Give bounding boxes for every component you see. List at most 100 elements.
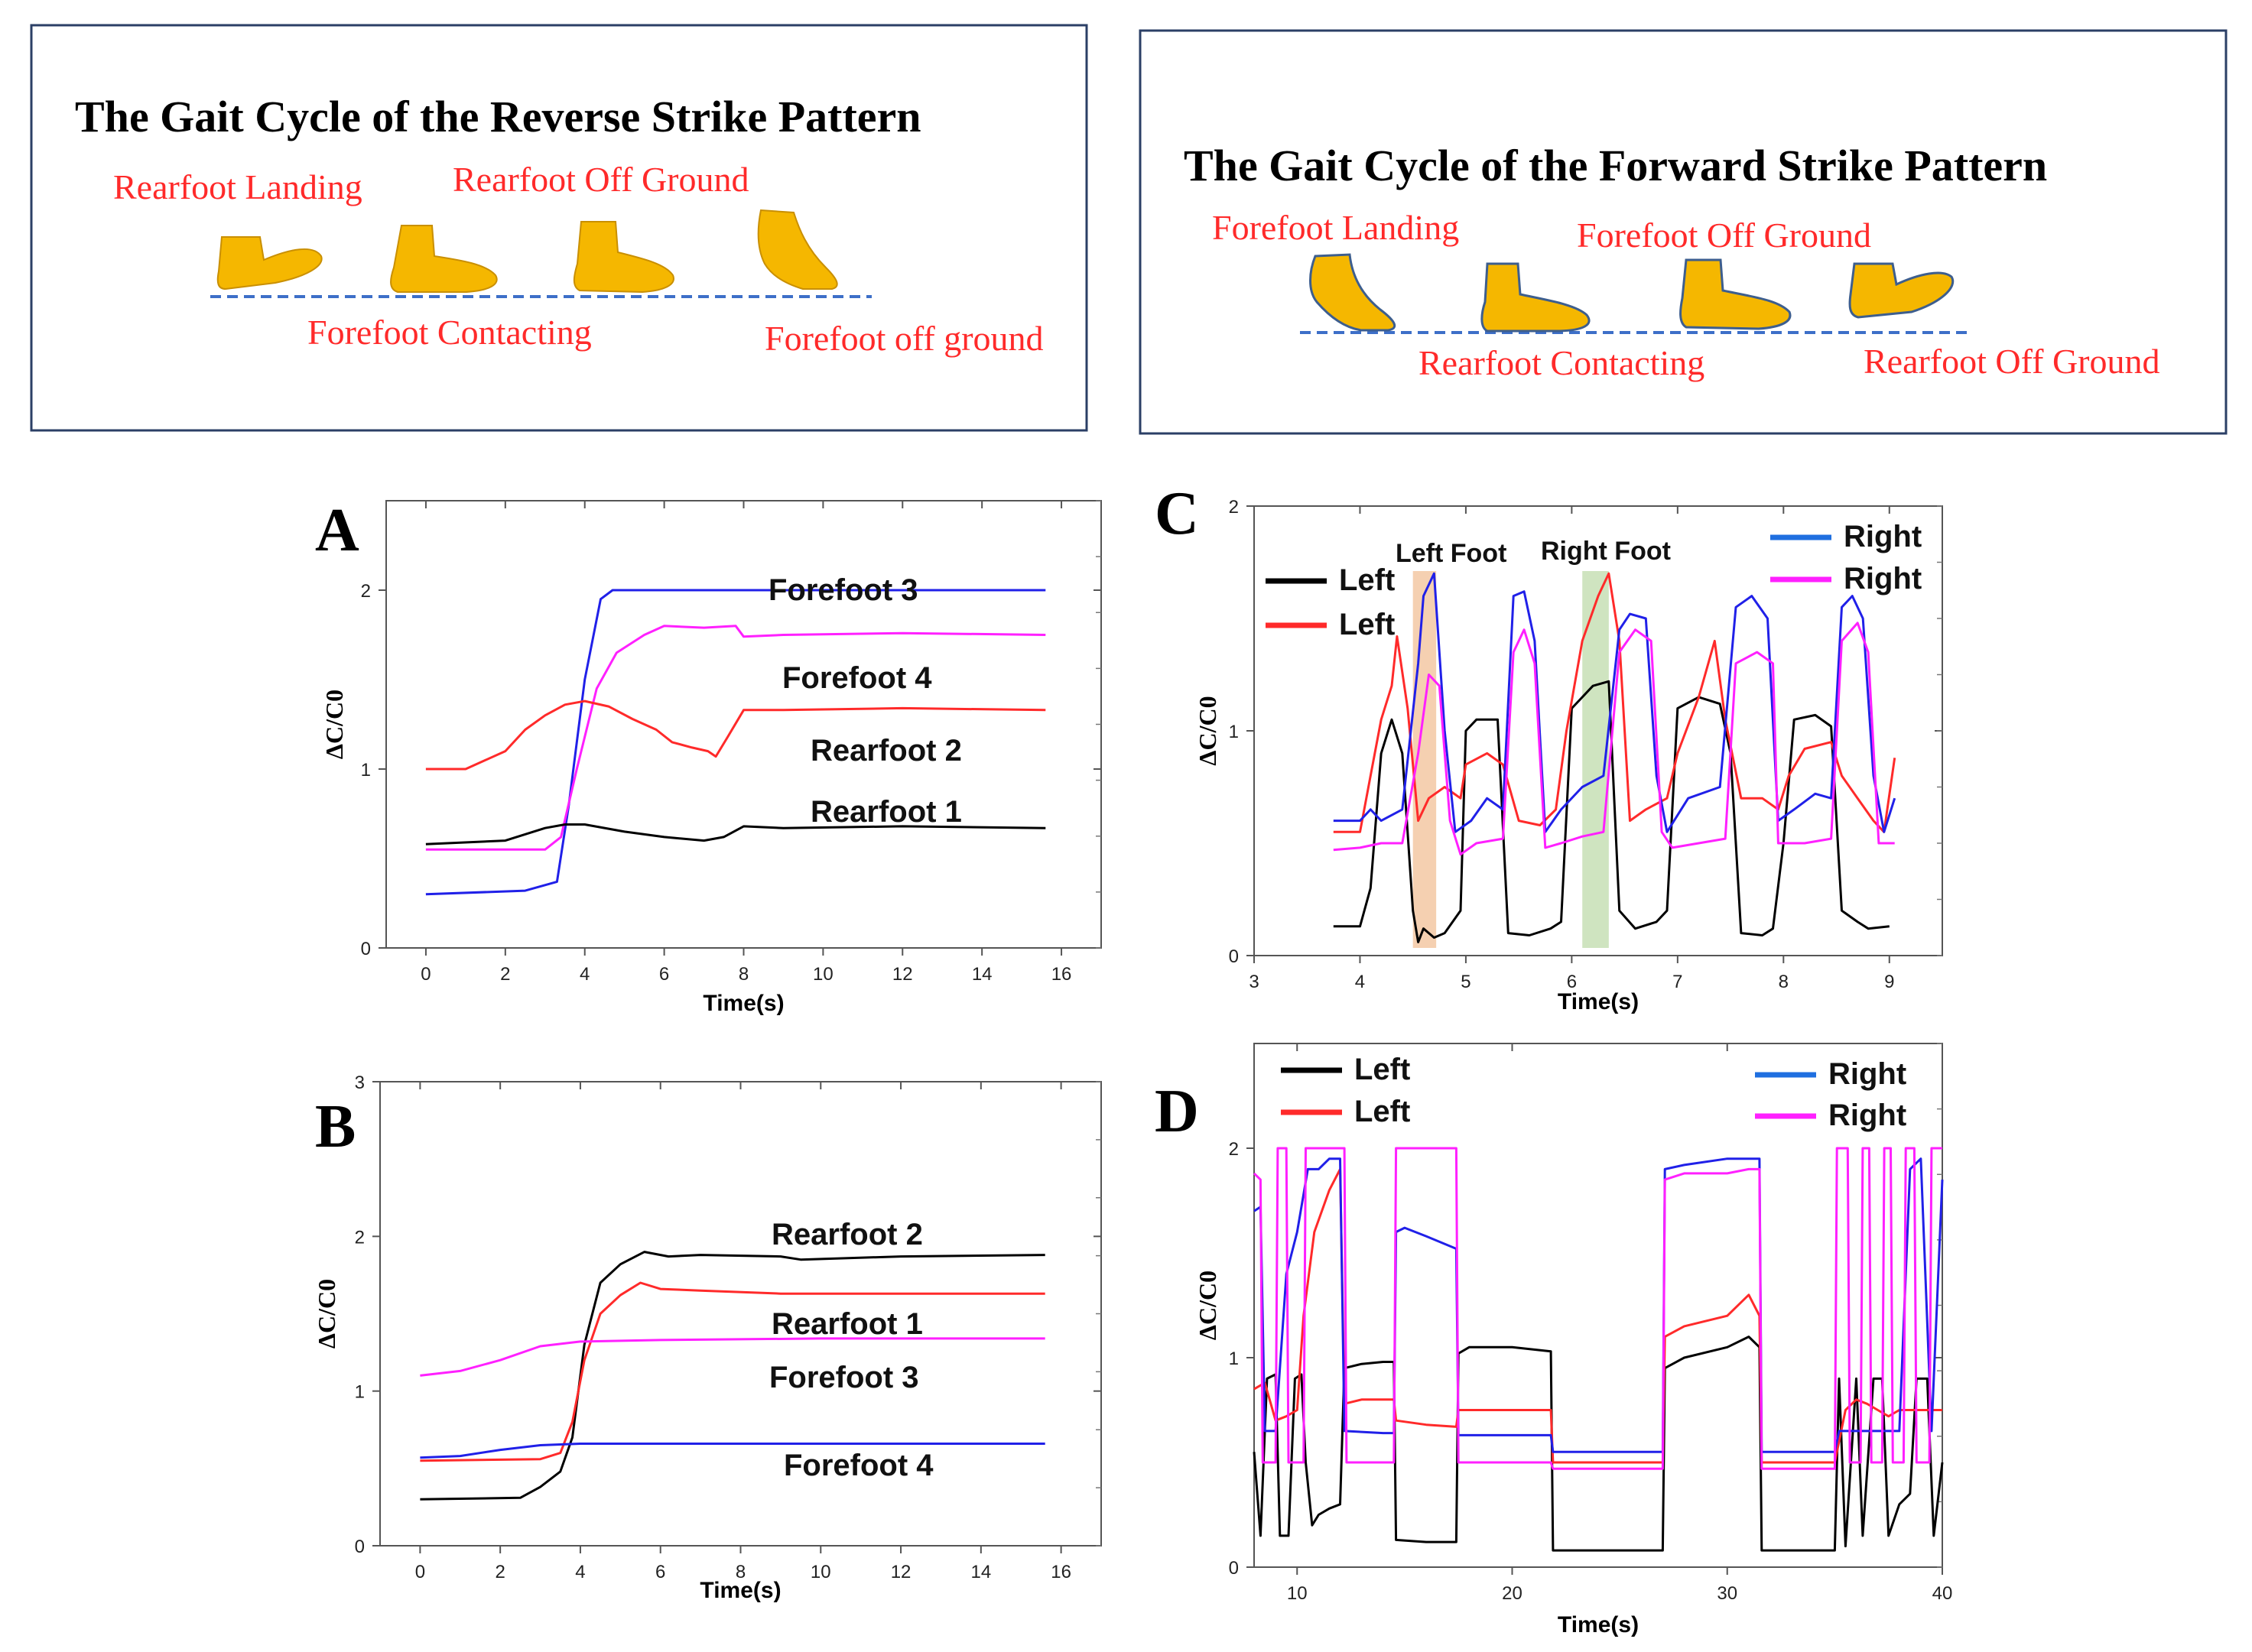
x-tick-label: 7 — [1672, 972, 1682, 992]
series-line-black — [420, 1251, 1045, 1501]
x-tick-label: 6 — [659, 964, 669, 985]
panel-label-d: D — [1155, 1078, 1199, 1145]
band-label: Left Foot — [1396, 539, 1506, 568]
y-tick-label: 2 — [1229, 1139, 1239, 1160]
foot-icon — [573, 221, 674, 294]
chart-panel-d: 10 20 30 40 0 1 2 Time(s) ΔC/C0 Left Left Right Righ… — [1194, 1043, 1952, 1637]
x-tick-label: 10 — [813, 964, 834, 985]
foot-icon — [1309, 253, 1396, 332]
y-tick-label: 2 — [355, 1227, 365, 1248]
y-axis-title: ΔC/C0 — [313, 1279, 340, 1349]
series-line-blue — [1333, 572, 1896, 833]
foot-icon — [390, 225, 498, 293]
x-axis-title: Time(s) — [703, 991, 784, 1016]
phase-rearfoot-off-ground: Rearfoot Off Ground — [453, 160, 749, 199]
band-label: Right Foot — [1541, 537, 1671, 566]
y-tick-label: 0 — [1229, 1558, 1239, 1579]
x-tick-label: 4 — [1355, 972, 1365, 992]
y-tick-label: 1 — [361, 760, 371, 781]
y-axis-title: ΔC/C0 — [320, 690, 348, 759]
x-tick-label: 30 — [1717, 1583, 1737, 1604]
series-label: Forefoot 3 — [769, 1361, 919, 1394]
x-tick-label: 6 — [1567, 972, 1577, 992]
x-tick-label: 14 — [972, 964, 993, 985]
phase-rearfoot-contacting: Rearfoot Contacting — [1418, 343, 1704, 382]
series-label: Forefoot 3 — [769, 573, 918, 607]
foot-icon — [1848, 262, 1955, 319]
x-tick-label: 2 — [495, 1562, 505, 1582]
x-tick-label: 40 — [1932, 1583, 1953, 1604]
x-tick-label: 16 — [1051, 1562, 1071, 1582]
x-tick-label: 10 — [811, 1562, 831, 1582]
x-tick-label: 6 — [655, 1562, 665, 1582]
series-label: Rearfoot 2 — [772, 1218, 923, 1251]
plot-frame — [379, 1081, 1102, 1547]
diagram-forward-title: The Gait Cycle of the Forward Strike Pat… — [1184, 141, 2047, 190]
series-line-black — [425, 823, 1046, 845]
series-line-blue — [420, 1443, 1045, 1459]
plot-frame — [385, 500, 1102, 949]
foot-icon — [216, 236, 323, 290]
series-label: Rearfoot 1 — [772, 1307, 923, 1341]
foot-icon — [1679, 258, 1792, 330]
phase-forefoot-off-ground: Forefoot Off Ground — [1577, 216, 1871, 255]
series-line-red — [1333, 572, 1896, 833]
panel-label-c: C — [1155, 480, 1199, 547]
x-tick-label: 3 — [1249, 972, 1259, 992]
phase-forefoot-contacting: Forefoot Contacting — [307, 313, 592, 352]
series-line-black — [1333, 680, 1890, 943]
x-tick-label: 9 — [1884, 972, 1894, 992]
legend-label: Left — [1354, 1095, 1410, 1128]
series-label: Rearfoot 2 — [811, 734, 962, 768]
x-tick-label: 12 — [892, 964, 913, 985]
x-tick-label: 4 — [575, 1562, 585, 1582]
diagram-forward-border — [1139, 29, 2228, 435]
y-tick-label: 1 — [1229, 722, 1239, 742]
legend-label: Right — [1828, 1057, 1906, 1091]
series-line-blue — [425, 589, 1046, 896]
series-line-magenta — [1253, 1147, 1942, 1470]
x-tick-label: 0 — [415, 1562, 425, 1582]
phase-forefoot-landing: Forefoot Landing — [1212, 208, 1459, 247]
series-line-black — [1253, 1336, 1944, 1552]
series-line-red — [425, 699, 1046, 771]
legend-label: Left — [1339, 563, 1395, 597]
y-tick-label: 3 — [355, 1073, 365, 1093]
x-tick-label: 8 — [1779, 972, 1789, 992]
x-tick-label: 0 — [421, 964, 431, 985]
legend-label: Right — [1844, 520, 1922, 553]
panel-label-b: B — [315, 1093, 356, 1160]
y-tick-label: 2 — [361, 581, 371, 602]
y-tick-label: 0 — [355, 1537, 365, 1557]
x-tick-label: 8 — [739, 964, 749, 985]
phase-rearfoot-landing: Rearfoot Landing — [113, 167, 362, 206]
series-label: Forefoot 4 — [782, 661, 932, 695]
y-axis-title: ΔC/C0 — [1194, 696, 1221, 765]
phase-forefoot-off-ground: Forefoot off ground — [765, 319, 1044, 358]
foot-icon — [1480, 262, 1591, 333]
series-line-red — [420, 1281, 1045, 1462]
legend-label: Right — [1844, 562, 1922, 596]
legend-label: Left — [1354, 1053, 1410, 1086]
diagram-reverse-border — [30, 24, 1088, 432]
y-tick-label: 1 — [1229, 1349, 1239, 1369]
series-label: Forefoot 4 — [784, 1449, 934, 1482]
y-tick-label: 0 — [361, 939, 371, 959]
y-axis-title: ΔC/C0 — [1194, 1271, 1221, 1340]
series-line-magenta — [420, 1337, 1045, 1377]
x-axis-title: Time(s) — [1558, 989, 1639, 1014]
legend-label: Right — [1828, 1099, 1906, 1132]
x-tick-label: 14 — [970, 1562, 991, 1582]
x-axis-title: Time(s) — [1558, 1612, 1639, 1637]
y-tick-label: 1 — [355, 1382, 365, 1403]
x-tick-label: 8 — [736, 1562, 746, 1582]
chart-panel-c: 3 4 5 6 7 8 9 0 1 2 Time(s) ΔC/C0 Left Left Right Right… — [1194, 497, 1943, 1014]
x-tick-label: 2 — [500, 964, 510, 985]
x-axis-title: Time(s) — [700, 1578, 781, 1603]
x-tick-label: 10 — [1287, 1583, 1308, 1604]
x-tick-label: 5 — [1461, 972, 1470, 992]
panel-label-a: A — [315, 497, 359, 564]
